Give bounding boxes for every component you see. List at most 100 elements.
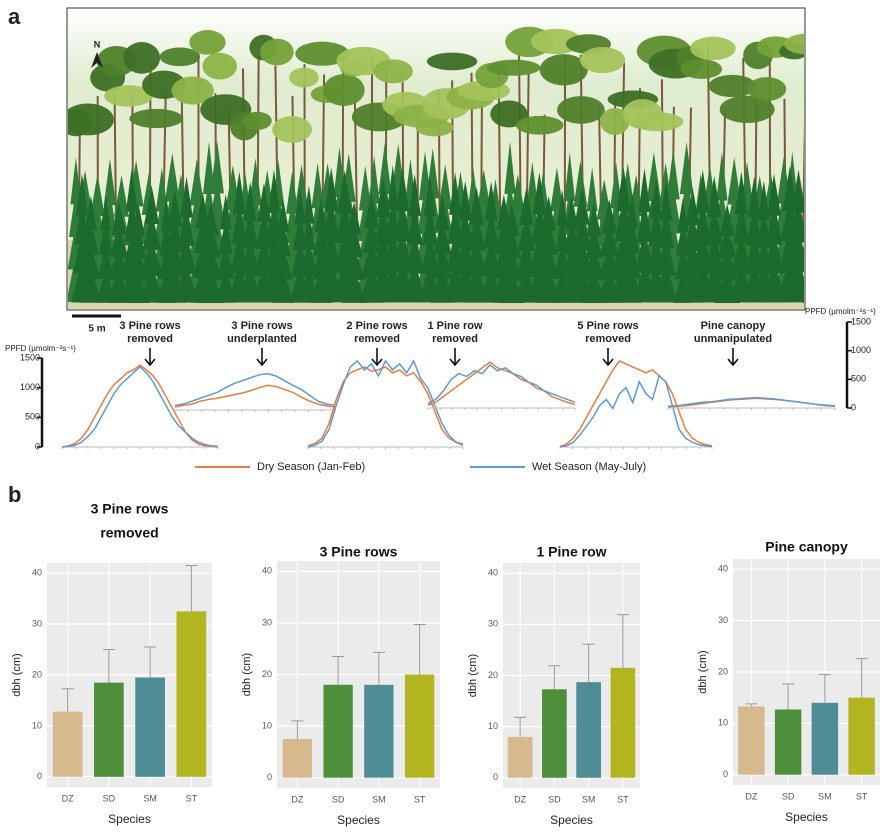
bar xyxy=(177,611,207,776)
x-axis-label: Species xyxy=(108,812,151,826)
chart-title: removed xyxy=(585,333,631,345)
bar xyxy=(53,712,83,777)
arrow xyxy=(372,348,382,365)
bar xyxy=(542,689,567,777)
broadleaf-crown xyxy=(807,96,835,128)
y-tick-label: 1500 xyxy=(851,316,871,326)
y-tick-label: 20 xyxy=(262,669,272,679)
y-tick-label: 10 xyxy=(262,720,272,730)
arrow xyxy=(603,348,613,365)
chart-title: removed xyxy=(127,333,173,345)
arrow xyxy=(450,348,460,365)
y-tick-label: 1000 xyxy=(20,382,40,392)
bar xyxy=(611,668,636,778)
bar xyxy=(812,703,838,775)
broadleaf-crown xyxy=(427,53,477,71)
y-tick-label: 20 xyxy=(32,669,42,679)
pine-tree xyxy=(802,192,826,303)
y-tick-label: 0 xyxy=(723,769,728,779)
y-tick-label: 0 xyxy=(267,772,272,782)
y-tick-label: 20 xyxy=(488,670,498,680)
x-tick-label: SD xyxy=(782,791,795,801)
y-axis-label: dbh (cm) xyxy=(697,650,709,693)
panel-label: b xyxy=(8,482,21,507)
x-tick-label: SM xyxy=(818,791,832,801)
broadleaf-crown xyxy=(243,112,272,130)
chart-title: 1 Pine row xyxy=(536,544,606,560)
y-tick-label: 500 xyxy=(851,374,866,384)
x-tick-label: DZ xyxy=(62,793,74,803)
y-tick-label: 30 xyxy=(718,615,728,625)
y-tick-label: 30 xyxy=(488,619,498,629)
x-tick-label: DZ xyxy=(291,794,303,804)
y-tick-label: 30 xyxy=(32,618,42,628)
y-axis-label: PPFD (µmolm⁻²s⁻¹) xyxy=(5,344,76,353)
y-tick-label: 500 xyxy=(25,412,40,422)
y-tick-label: 30 xyxy=(262,617,272,627)
x-tick-label: SD xyxy=(103,793,116,803)
broadleaf-crown xyxy=(681,59,722,79)
chart-title: 2 Pine rows xyxy=(346,320,407,332)
chart-title: 3 Pine rows xyxy=(231,320,292,332)
y-tick-label: 10 xyxy=(32,720,42,730)
chart-title: removed xyxy=(100,525,158,541)
arrow xyxy=(728,348,738,365)
bar xyxy=(94,683,124,777)
scale-bar-label: 5 m xyxy=(88,324,105,335)
broadleaf-crown xyxy=(374,59,413,83)
broadleaf-crown xyxy=(580,47,625,73)
broadleaf-crown xyxy=(323,74,364,106)
x-tick-label: SM xyxy=(372,794,386,804)
y-axis-label: dbh (cm) xyxy=(467,654,479,697)
bar xyxy=(576,682,601,778)
y-tick-label: 10 xyxy=(488,721,498,731)
broadleaf-crown xyxy=(631,112,683,131)
series-line xyxy=(62,367,218,447)
y-axis-label: dbh (cm) xyxy=(241,653,253,696)
series-line xyxy=(62,365,218,447)
chart-title: 3 Pine rows xyxy=(119,320,180,332)
compass-label: N xyxy=(94,39,101,49)
broadleaf-crown xyxy=(516,116,564,135)
x-axis-label: Species xyxy=(337,813,380,827)
y-axis-label: PPFD (µmolm⁻²s⁻¹) xyxy=(805,307,876,316)
x-tick-label: SM xyxy=(582,794,596,804)
chart-title: 3 Pine rows xyxy=(320,544,398,560)
broadleaf-crown xyxy=(202,53,237,80)
y-tick-label: 40 xyxy=(718,564,728,574)
bar xyxy=(135,678,165,777)
broadleaf-crown xyxy=(747,77,786,101)
x-tick-label: SM xyxy=(143,793,157,803)
chart-title: 3 Pine rows xyxy=(91,501,169,517)
broadleaf-crown xyxy=(129,109,183,128)
broadleaf-crown xyxy=(260,39,294,66)
y-tick-label: 40 xyxy=(32,568,42,578)
broadleaf-crown xyxy=(784,33,834,54)
y-tick-label: 10 xyxy=(718,718,728,728)
chart-title: Pine canopy xyxy=(765,539,848,555)
arrow xyxy=(145,348,155,365)
figure: a b N 5 m 3 Pine rowsremoved050010001500… xyxy=(0,0,888,835)
y-tick-label: 1000 xyxy=(851,345,871,355)
broadleaf-crown xyxy=(416,119,454,136)
x-tick-label: ST xyxy=(186,793,198,803)
legend-label: Wet Season (May-July) xyxy=(532,461,646,473)
x-tick-label: ST xyxy=(414,794,426,804)
broadleaf-crown xyxy=(62,104,114,136)
chart-title: underplanted xyxy=(227,333,297,345)
bar xyxy=(848,698,874,775)
series-line xyxy=(560,376,712,447)
y-tick-label: 20 xyxy=(718,666,728,676)
broadleaf-crown xyxy=(289,68,319,88)
y-tick-label: 40 xyxy=(488,568,498,578)
y-tick-label: 40 xyxy=(262,566,272,576)
series-line xyxy=(308,361,463,447)
broadleaf-crown xyxy=(272,116,312,143)
y-axis-label: dbh (cm) xyxy=(11,653,23,696)
y-tick-label: 0 xyxy=(493,772,498,782)
legend-label: Dry Season (Jan-Feb) xyxy=(257,461,365,473)
broadleaf-crown xyxy=(487,60,541,76)
series-line xyxy=(668,398,835,407)
x-tick-label: SD xyxy=(332,794,345,804)
chart-title: unmanipulated xyxy=(694,333,772,345)
